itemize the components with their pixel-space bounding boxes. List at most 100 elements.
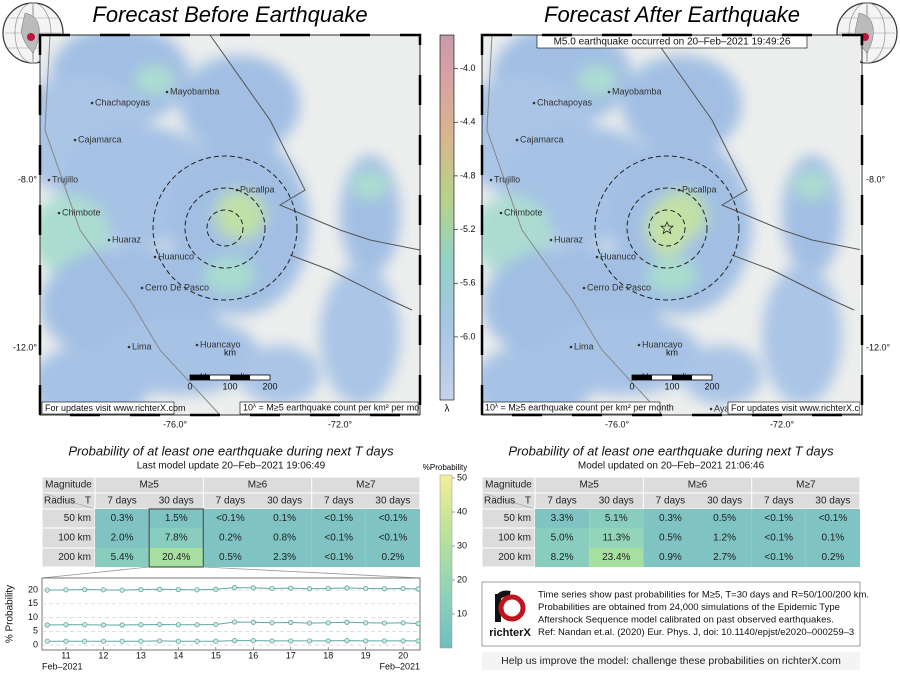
header-radius: Radius: [484, 496, 515, 507]
series-point: [306, 586, 313, 592]
intensity-blob: [205, 257, 255, 293]
radius-circle: [626, 187, 708, 269]
intensity-blob: [240, 345, 320, 405]
series-point: [63, 622, 69, 628]
series-point: [82, 622, 88, 628]
probability-cell: [203, 548, 258, 567]
highlight-column: [148, 508, 204, 568]
probability-cell: [257, 548, 312, 567]
colorbar-tick-label: 10: [457, 608, 467, 618]
probability-cell: [751, 528, 806, 548]
series-point: [381, 586, 388, 592]
border: [209, 35, 420, 251]
border: [289, 254, 413, 311]
series-point: [175, 622, 181, 628]
city-label: Mayobamba: [170, 86, 220, 96]
radius-circle: [594, 155, 740, 301]
probability-cell: [95, 548, 150, 567]
series-point: [288, 585, 294, 591]
colorbar-label: %Probability: [423, 463, 467, 472]
probability-value: 7.8%: [165, 533, 188, 544]
probability-value: <0.1%: [764, 552, 793, 563]
probability-value: 0.8%: [273, 533, 296, 544]
radius-circle: [184, 187, 266, 269]
probability-cell: [203, 528, 258, 548]
intensity-blob: [215, 190, 265, 240]
scale-label: 100: [222, 381, 237, 391]
period-header: 30 days: [375, 496, 410, 507]
probability-cell: [365, 548, 420, 567]
legend-box: [482, 401, 661, 415]
colorbar-tick-label: 20: [457, 574, 467, 584]
series-point: [194, 587, 200, 593]
updates-note: For updates visit www.richterX.com: [45, 403, 186, 413]
series-point: [415, 638, 421, 644]
footer-link[interactable]: Help us improve the model: challenge the…: [501, 655, 841, 667]
city-dot: [595, 255, 599, 259]
city-label: Huaraz: [112, 234, 142, 244]
series-point: [157, 621, 163, 628]
series-point: [119, 587, 125, 593]
probability-cell: [589, 509, 644, 528]
series-point: [138, 638, 144, 644]
y-tick-label: 10: [28, 612, 38, 622]
radius-label: 100 km: [58, 533, 91, 544]
city-dot: [549, 238, 553, 242]
city-dot: [90, 101, 94, 105]
city-label: Mayobamba: [612, 86, 662, 96]
probability-value: 23.4%: [602, 552, 630, 563]
probability-cell: [643, 509, 698, 528]
table-subtitle: Last model update 20–Feb–2021 19:06:49: [137, 461, 326, 472]
x-tick-label: 11: [61, 650, 70, 660]
probability-value: 0.5%: [219, 552, 242, 563]
probability-cell: [751, 509, 806, 528]
series-point: [138, 622, 144, 628]
note-box: [41, 401, 175, 415]
probability-cell: [149, 528, 204, 548]
probability-cell: [805, 528, 860, 548]
scale-label: 200: [262, 381, 277, 391]
header-diagonal: [481, 492, 536, 510]
x-date-label: Feb–2021: [42, 661, 83, 671]
series-point: [213, 638, 219, 644]
scale-bar-segment: [190, 375, 210, 380]
probability-value: 2.3%: [273, 552, 296, 563]
city-dot: [153, 255, 157, 259]
city-dot: [195, 343, 199, 347]
series-point: [82, 638, 88, 644]
city-dot: [165, 90, 169, 94]
series-point: [250, 619, 256, 625]
period-header: 30 days: [707, 496, 742, 507]
probability-cell: [149, 509, 204, 528]
radius-label: 50 km: [504, 513, 531, 524]
info-box: [481, 581, 861, 647]
y-tick-label: 15: [28, 598, 38, 608]
info-line: Ref: Nandan et.al. (2020) Eur. Phys. J, …: [538, 627, 854, 638]
radius-label: 200 km: [498, 552, 531, 563]
city-dot: [140, 286, 144, 290]
city-dot: [709, 407, 713, 411]
probability-value: <0.1%: [324, 533, 353, 544]
series-point: [344, 638, 350, 644]
colorbar-tick-label: 40: [457, 506, 467, 516]
x-tick-label: 17: [286, 650, 296, 660]
x-tick-label: 16: [248, 650, 258, 660]
header-t: T: [85, 496, 91, 507]
probability-cell: [535, 509, 590, 528]
period-header: 7 days: [547, 496, 576, 507]
series-point: [100, 587, 107, 593]
globe-land: [20, 12, 40, 54]
probability-cell: [95, 509, 150, 528]
colorbar-tick-label: -4.8: [460, 170, 476, 180]
banner-box: [536, 35, 808, 49]
globe-marker: [27, 33, 35, 41]
series-point: [344, 585, 350, 591]
series-point: [325, 638, 331, 644]
legend-base: 10: [243, 403, 253, 413]
intensity-blob: [794, 170, 830, 200]
period-header: 7 days: [107, 496, 136, 507]
city-label: Huaraz: [554, 234, 584, 244]
city-label: Huanuco: [600, 251, 636, 261]
probability-cell: [697, 528, 752, 548]
